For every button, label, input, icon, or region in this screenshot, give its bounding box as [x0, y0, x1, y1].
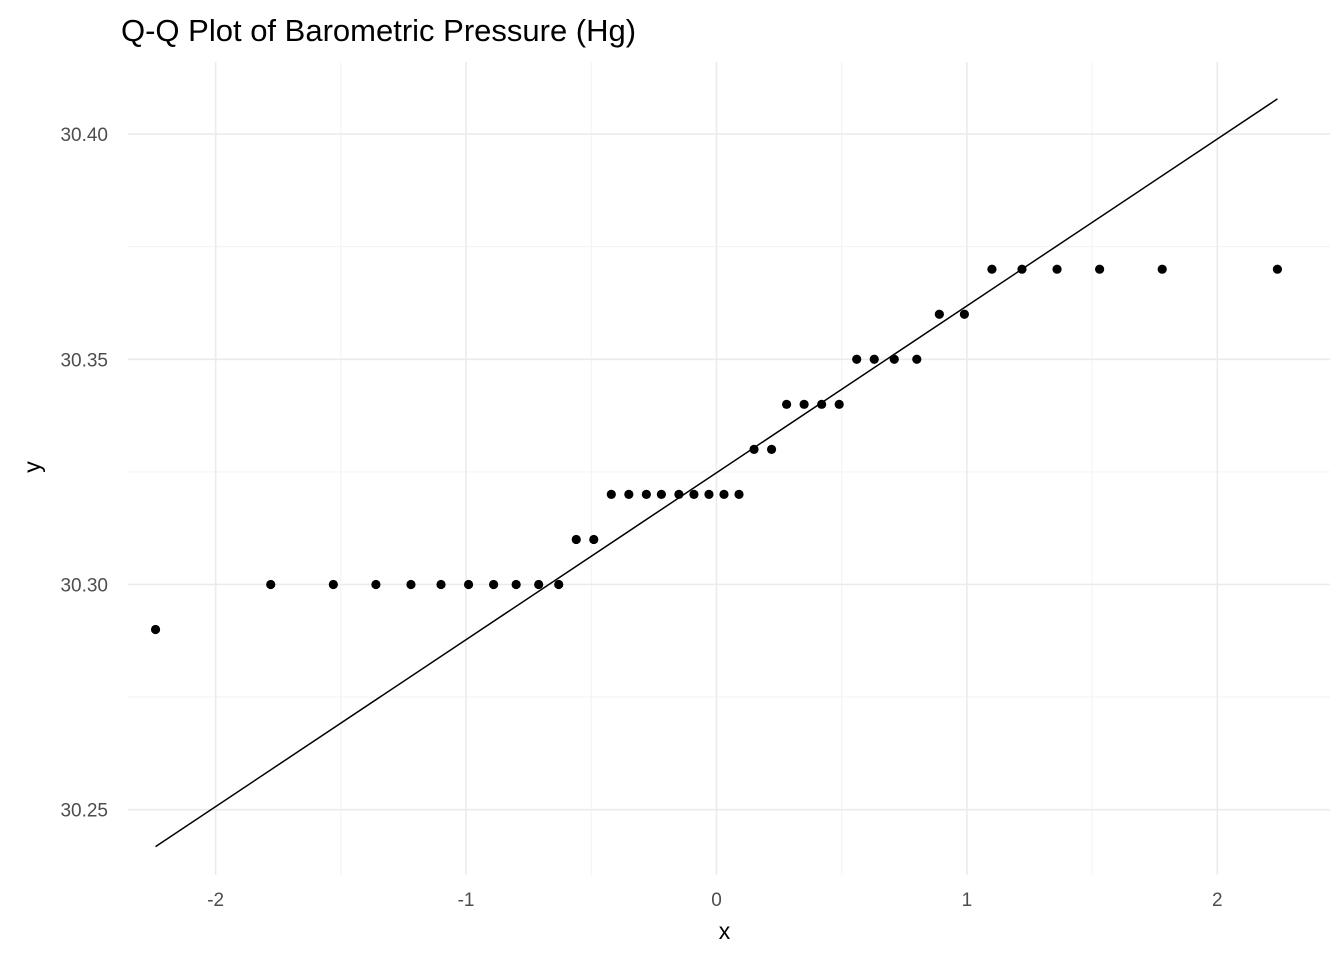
y-tick-label: 30.25	[60, 801, 108, 822]
data-point	[817, 399, 827, 409]
data-point	[704, 489, 714, 499]
data-point	[406, 579, 416, 590]
y-tick-label: 30.35	[60, 350, 108, 371]
y-axis-title: y	[19, 461, 45, 473]
data-point	[606, 489, 616, 499]
data-point	[1052, 264, 1062, 274]
y-tick-label: 30.40	[60, 125, 108, 146]
qq-reference-line	[155, 98, 1278, 848]
data-point	[889, 354, 899, 364]
minor-gridlines	[128, 62, 1330, 875]
data-point	[489, 579, 499, 590]
x-tick-label: 0	[711, 890, 722, 911]
x-tick-label: -1	[458, 890, 475, 911]
data-point	[436, 579, 446, 590]
data-point	[624, 489, 634, 499]
chart-title: Q-Q Plot of Barometric Pressure (Hg)	[121, 13, 636, 48]
data-point	[781, 399, 792, 409]
x-tick-label: -2	[207, 890, 224, 911]
data-point	[734, 489, 744, 499]
data-point	[689, 489, 699, 499]
data-point	[511, 579, 521, 590]
data-point	[328, 579, 338, 590]
data-point	[534, 579, 544, 590]
data-point	[912, 354, 922, 364]
x-tick-label: 2	[1212, 890, 1223, 911]
x-tick-label: 1	[962, 890, 973, 911]
x-axis-ticks: -2 -1 0 1 2	[207, 890, 1222, 911]
data-point	[799, 399, 809, 409]
data-point	[1017, 264, 1027, 274]
data-point	[1157, 264, 1167, 274]
data-point	[959, 309, 969, 319]
data-point	[1272, 264, 1283, 274]
data-point	[987, 264, 997, 274]
major-gridlines	[128, 62, 1330, 875]
data-points	[150, 264, 1283, 635]
data-point	[371, 579, 381, 590]
data-point	[749, 444, 759, 454]
data-point	[571, 534, 581, 545]
data-point	[766, 444, 777, 454]
y-tick-label: 30.30	[60, 575, 108, 596]
reference-line-layer	[155, 98, 1278, 848]
data-point	[719, 489, 729, 499]
data-point	[656, 489, 666, 499]
y-axis-ticks: 30.25 30.30 30.35 30.40	[60, 125, 108, 822]
data-point	[589, 534, 599, 545]
data-point	[934, 309, 944, 319]
data-point	[1095, 264, 1105, 274]
data-point	[641, 489, 651, 499]
data-point	[150, 624, 161, 635]
data-point	[834, 399, 844, 409]
data-point	[463, 579, 474, 590]
data-point	[852, 354, 862, 364]
data-point	[674, 489, 684, 499]
data-point	[869, 354, 879, 364]
data-point	[554, 579, 564, 590]
data-point	[266, 579, 276, 590]
x-axis-title: x	[719, 918, 731, 944]
